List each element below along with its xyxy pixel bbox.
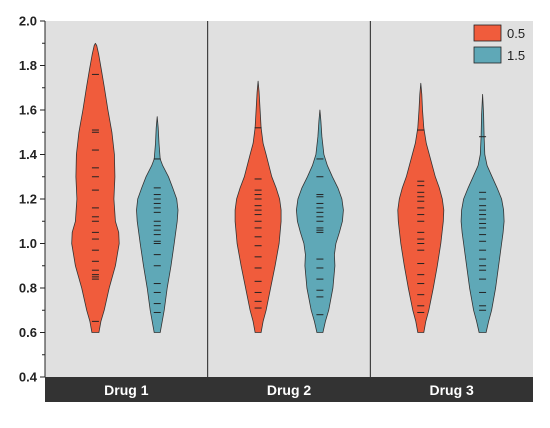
facet-label: Drug 3 [429, 382, 474, 398]
y-tick-label: 0.6 [19, 325, 37, 340]
violin-group [397, 82, 445, 333]
facet-strip [45, 377, 533, 402]
violin-group [136, 116, 179, 333]
y-tick-label: 1.6 [19, 103, 37, 118]
y-tick-label: 1.2 [19, 192, 37, 207]
facet-label: Drug 2 [267, 382, 312, 398]
violin-shape [234, 80, 282, 333]
violin-group [71, 42, 120, 333]
violin-shape [460, 94, 505, 333]
violin-group [296, 109, 344, 333]
legend-label: 1.5 [507, 48, 525, 63]
violin-group [460, 94, 505, 333]
y-tick-label: 1.4 [19, 147, 38, 162]
y-tick-label: 1.0 [19, 236, 37, 251]
legend-label: 0.5 [507, 26, 525, 41]
facet-label: Drug 1 [104, 382, 149, 398]
violin-group [234, 80, 282, 333]
y-tick-label: 1.8 [19, 58, 37, 73]
y-tick-label: 0.4 [19, 370, 38, 385]
y-tick-label: 0.8 [19, 281, 37, 296]
y-tick-label: 2.0 [19, 14, 37, 29]
violin-shape [136, 116, 179, 333]
plot-panel [45, 21, 533, 377]
y-axis: 0.4 0.6 0.8 1.0 1.2 1.4 1.6 1.8 2.0 [19, 14, 46, 385]
legend-swatch [473, 46, 502, 64]
violin-shape [71, 42, 120, 333]
legend: 0.51.5 [473, 24, 525, 64]
legend-swatch [473, 24, 502, 42]
